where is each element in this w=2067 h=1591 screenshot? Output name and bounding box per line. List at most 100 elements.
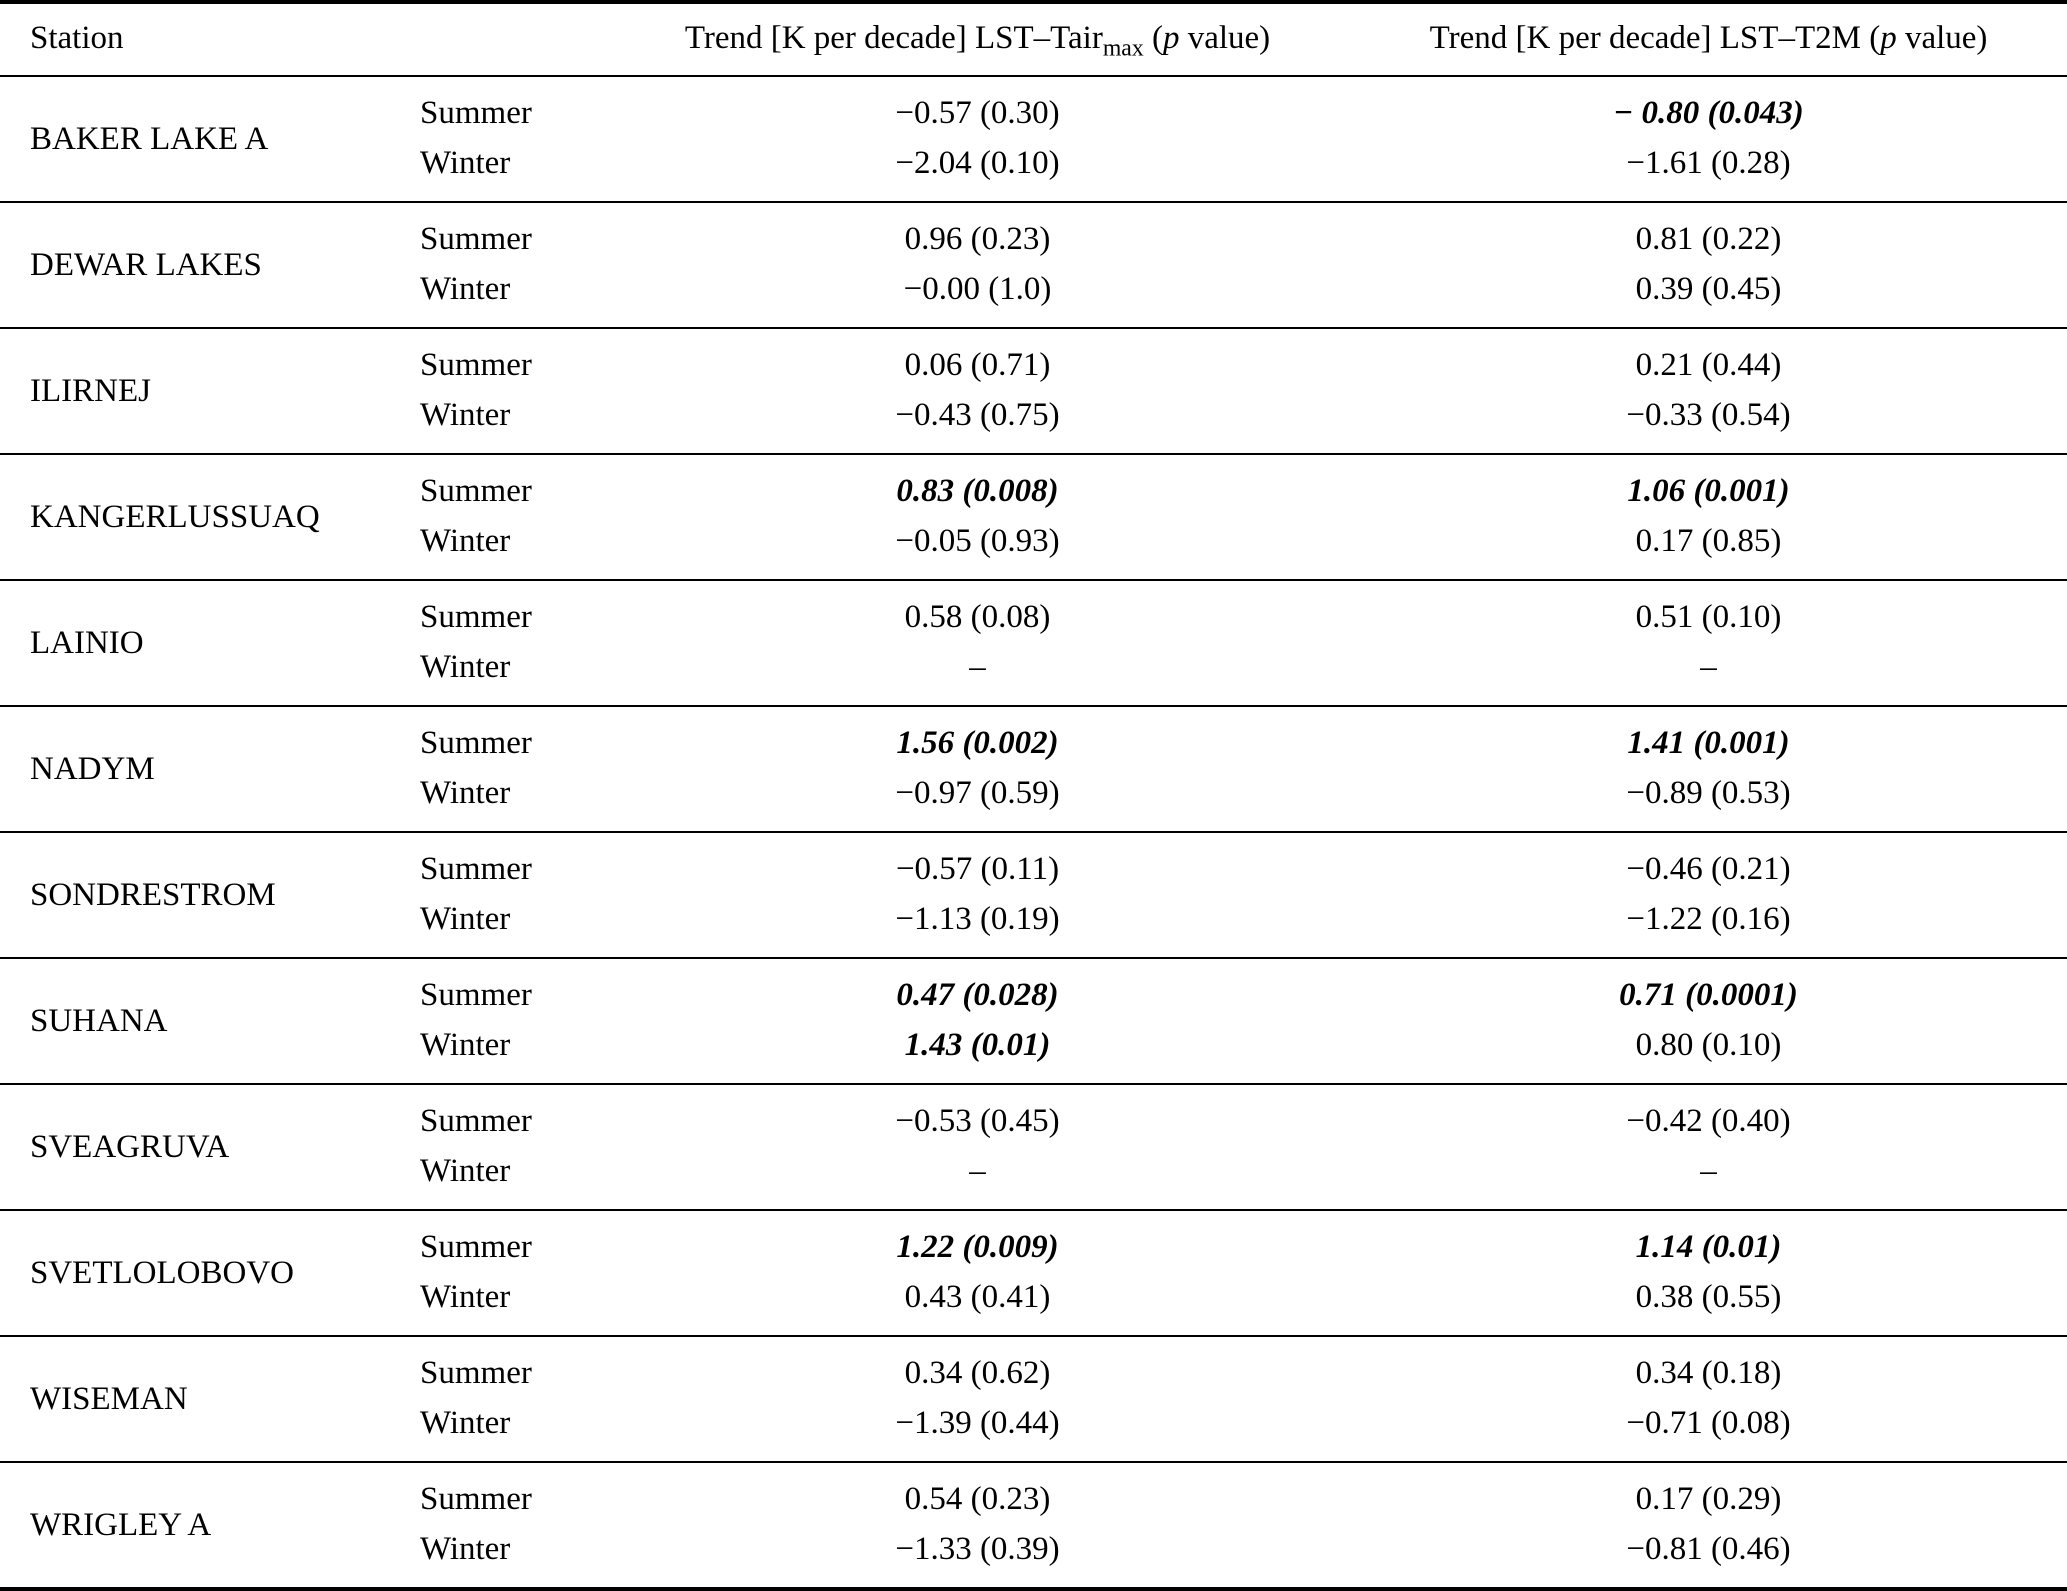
table-row-summer: BAKER LAKE A Summer −0.57 (0.30) − 0.80 …	[0, 75, 2067, 202]
trend-tair-value: 1.43 (0.01)	[904, 1027, 1051, 1063]
season-label-summer: Summer	[420, 1335, 605, 1398]
station-name: WISEMAN	[0, 1335, 420, 1462]
trend-t2m-value: –	[1700, 1153, 1717, 1189]
column-header-season	[420, 2, 605, 77]
trend-t2m-value: −1.61 (0.28)	[1626, 145, 1791, 181]
trend-tair-value: −0.57 (0.30)	[605, 75, 1350, 138]
table-row-summer: NADYM Summer 1.56 (0.002) 1.41 (0.001)	[0, 705, 2067, 832]
season-label-winter: Winter	[420, 1027, 511, 1063]
station-name: SUHANA	[0, 957, 420, 1084]
table-row-summer: KANGERLUSSUAQ Summer 0.83 (0.008) 1.06 (…	[0, 453, 2067, 580]
station-name: DEWAR LAKES	[0, 201, 420, 328]
trend-t2m-value: 0.17 (0.85)	[1635, 523, 1782, 559]
season-label-summer: Summer	[420, 705, 605, 768]
column-header-text: value)	[1896, 20, 1988, 56]
trend-t2m-value: 1.41 (0.001)	[1350, 705, 2067, 768]
trend-tair-value: −0.05 (0.93)	[895, 523, 1060, 559]
table-row-winter: Winter – –	[0, 1146, 2067, 1210]
column-header-station: Station	[0, 2, 420, 77]
table-row-summer: SVETLOLOBOVO Summer 1.22 (0.009) 1.14 (0…	[0, 1209, 2067, 1336]
trend-t2m-value: 1.14 (0.01)	[1350, 1209, 2067, 1272]
trend-tair-value: 1.56 (0.002)	[605, 705, 1350, 768]
season-label-winter: Winter	[420, 271, 511, 307]
trend-tair-value: −1.33 (0.39)	[895, 1531, 1060, 1567]
trend-t2m-value: 0.71 (0.0001)	[1350, 957, 2067, 1020]
trend-tair-value: −1.13 (0.19)	[895, 901, 1060, 937]
trend-tair-value: –	[969, 649, 986, 685]
trend-t2m-value: 0.34 (0.18)	[1350, 1335, 2067, 1398]
table-row-winter: Winter −0.97 (0.59) −0.89 (0.53)	[0, 768, 2067, 832]
table-row-winter: Winter −1.39 (0.44) −0.71 (0.08)	[0, 1398, 2067, 1462]
station-name: SONDRESTROM	[0, 831, 420, 958]
season-label-summer: Summer	[420, 579, 605, 642]
table-row-summer: WISEMAN Summer 0.34 (0.62) 0.34 (0.18)	[0, 1335, 2067, 1462]
station-name: BAKER LAKE A	[0, 75, 420, 202]
season-label-summer: Summer	[420, 1461, 605, 1524]
table-row-summer: DEWAR LAKES Summer 0.96 (0.23) 0.81 (0.2…	[0, 201, 2067, 328]
season-label-summer: Summer	[420, 957, 605, 1020]
column-header-trend-t2m: Trend [K per decade] LST–T2M (p value)	[1350, 2, 2067, 77]
station-name: LAINIO	[0, 579, 420, 706]
trend-tair-value: 0.96 (0.23)	[605, 201, 1350, 264]
season-label-winter: Winter	[420, 397, 511, 433]
trend-t2m-value: 1.06 (0.001)	[1350, 453, 2067, 516]
table-header-row: Station Trend [K per decade] LST–Tairmax…	[0, 2, 2067, 77]
column-header-text: Trend [K per decade] LST–Tair	[684, 20, 1103, 56]
season-label-summer: Summer	[420, 75, 605, 138]
trend-t2m-value: 0.81 (0.22)	[1350, 201, 2067, 264]
season-label-winter: Winter	[420, 775, 511, 811]
station-name: SVEAGRUVA	[0, 1083, 420, 1210]
trend-t2m-value: –	[1700, 649, 1717, 685]
trend-tair-value: –	[969, 1153, 986, 1189]
season-label-summer: Summer	[420, 327, 605, 390]
trend-tair-value: 0.47 (0.028)	[605, 957, 1350, 1020]
table-row-summer: SVEAGRUVA Summer −0.53 (0.45) −0.42 (0.4…	[0, 1083, 2067, 1210]
trend-tair-value: −2.04 (0.10)	[895, 145, 1060, 181]
trend-t2m-value: −0.71 (0.08)	[1626, 1405, 1791, 1441]
trend-t2m-value: −0.46 (0.21)	[1350, 831, 2067, 894]
trend-tair-value: 1.22 (0.009)	[605, 1209, 1350, 1272]
trend-t2m-value: 0.17 (0.29)	[1350, 1461, 2067, 1524]
season-label-winter: Winter	[420, 1279, 511, 1315]
trend-tair-value: −0.43 (0.75)	[895, 397, 1060, 433]
trend-t2m-value: −0.33 (0.54)	[1626, 397, 1791, 433]
trend-t2m-value: −1.22 (0.16)	[1626, 901, 1791, 937]
table-row-winter: Winter −1.13 (0.19) −1.22 (0.16)	[0, 894, 2067, 958]
season-label-winter: Winter	[420, 145, 511, 181]
station-name: WRIGLEY A	[0, 1461, 420, 1589]
trend-t2m-value: 0.51 (0.10)	[1350, 579, 2067, 642]
trend-t2m-value: − 0.80 (0.043)	[1350, 75, 2067, 138]
table-row-winter: Winter 1.43 (0.01) 0.80 (0.10)	[0, 1020, 2067, 1084]
table-row-winter: Winter −0.05 (0.93) 0.17 (0.85)	[0, 516, 2067, 580]
season-label-winter: Winter	[420, 1153, 511, 1189]
table-row-summer: SUHANA Summer 0.47 (0.028) 0.71 (0.0001)	[0, 957, 2067, 1084]
trend-tair-value: −1.39 (0.44)	[895, 1405, 1060, 1441]
column-header-subscript: max	[1102, 35, 1144, 62]
trend-tair-value: −0.53 (0.45)	[605, 1083, 1350, 1146]
trend-t2m-value: −0.81 (0.46)	[1626, 1531, 1791, 1567]
trend-t2m-value: −0.89 (0.53)	[1626, 775, 1791, 811]
table-row-winter: Winter – –	[0, 642, 2067, 706]
p-symbol: p	[1880, 20, 1897, 56]
table-body: BAKER LAKE A Summer −0.57 (0.30) − 0.80 …	[0, 75, 2067, 1589]
table-row-summer: WRIGLEY A Summer 0.54 (0.23) 0.17 (0.29)	[0, 1461, 2067, 1589]
column-header-text: Trend [K per decade] LST–T2M (	[1429, 20, 1881, 56]
table-row-winter: Winter −0.43 (0.75) −0.33 (0.54)	[0, 390, 2067, 454]
table-row-winter: Winter −2.04 (0.10) −1.61 (0.28)	[0, 138, 2067, 202]
trend-t2m-value: −0.42 (0.40)	[1350, 1083, 2067, 1146]
trend-tair-value: 0.06 (0.71)	[605, 327, 1350, 390]
table-row-winter: Winter 0.43 (0.41) 0.38 (0.55)	[0, 1272, 2067, 1336]
season-label-summer: Summer	[420, 1209, 605, 1272]
trend-tair-value: 0.43 (0.41)	[904, 1279, 1051, 1315]
trend-t2m-value: 0.21 (0.44)	[1350, 327, 2067, 390]
table-row-summer: SONDRESTROM Summer −0.57 (0.11) −0.46 (0…	[0, 831, 2067, 958]
trend-t2m-value: 0.38 (0.55)	[1635, 1279, 1782, 1315]
trend-t2m-value: 0.39 (0.45)	[1635, 271, 1782, 307]
table-row-summer: LAINIO Summer 0.58 (0.08) 0.51 (0.10)	[0, 579, 2067, 706]
column-header-trend-tair: Trend [K per decade] LST–Tairmax (p valu…	[605, 2, 1350, 77]
trend-t2m-value: 0.80 (0.10)	[1635, 1027, 1782, 1063]
season-label-summer: Summer	[420, 831, 605, 894]
trend-tair-value: −0.97 (0.59)	[895, 775, 1060, 811]
trend-tair-value: −0.00 (1.0)	[903, 271, 1052, 307]
